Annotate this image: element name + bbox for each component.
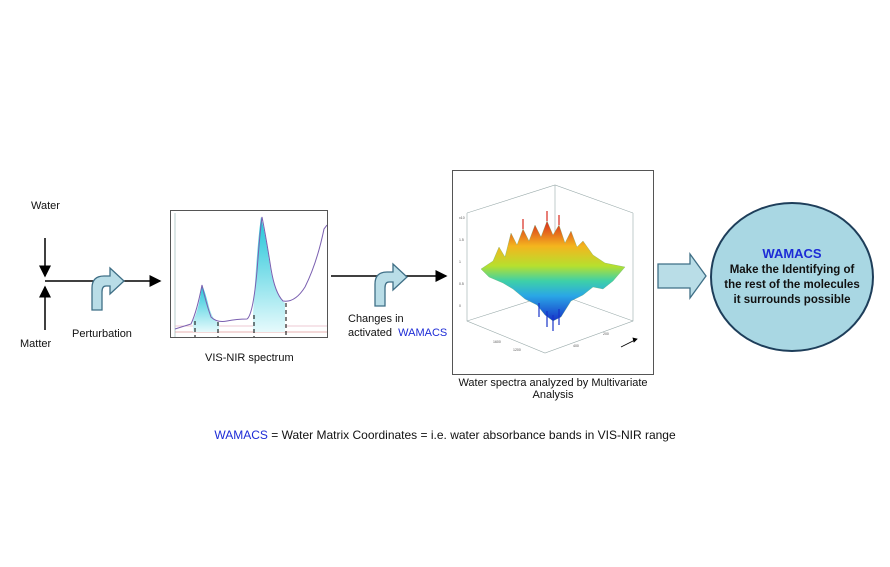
surface-mesh bbox=[480, 220, 626, 322]
svg-text:x10: x10 bbox=[459, 216, 465, 220]
svg-text:1600: 1600 bbox=[493, 340, 501, 344]
changes-label: Changes in activated WAMACS bbox=[348, 312, 447, 340]
svg-text:200: 200 bbox=[603, 332, 609, 336]
svg-text:400: 400 bbox=[573, 344, 579, 348]
matter-label: Matter bbox=[20, 338, 52, 350]
svg-text:1200: 1200 bbox=[513, 348, 521, 352]
curved-arrow-icon bbox=[374, 262, 408, 307]
spectrum-plot bbox=[170, 210, 328, 338]
result-title: WAMACS bbox=[762, 246, 822, 261]
multivariate-plot: x10 1.5 1 0.5 0 1600 1200 400 200 bbox=[452, 170, 654, 375]
svg-text:0: 0 bbox=[459, 304, 461, 308]
changes-line-1: Changes in bbox=[348, 313, 404, 325]
svg-text:1.5: 1.5 bbox=[459, 238, 464, 242]
surface-graph: x10 1.5 1 0.5 0 1600 1200 400 200 bbox=[459, 184, 638, 354]
svg-text:1: 1 bbox=[459, 260, 461, 264]
block-arrow-icon bbox=[657, 252, 707, 300]
spectrum-caption: VIS-NIR spectrum bbox=[205, 352, 294, 364]
changes-line-2: activated WAMACS bbox=[348, 326, 447, 340]
water-label: Water bbox=[31, 200, 60, 212]
multivariate-caption-line-1: Water spectra analyzed by Multivariate bbox=[458, 377, 648, 389]
spectrum-line bbox=[174, 216, 327, 330]
perturbation-label: Perturbation bbox=[72, 328, 132, 340]
spectrum-peak-1 bbox=[193, 285, 219, 332]
result-text: Make the Identifying of the rest of the … bbox=[724, 264, 860, 306]
spectrum-graph bbox=[174, 213, 327, 337]
definition-caption: WAMACS = Water Matrix Coordinates = i.e.… bbox=[0, 428, 890, 442]
changes-activated: activated bbox=[348, 327, 393, 339]
wamacs-result-ellipse: WAMACS Make the Identifying of the rest … bbox=[710, 202, 874, 352]
svg-text:0.5: 0.5 bbox=[459, 282, 464, 286]
spectrum-peak-2 bbox=[253, 217, 285, 332]
caption-definition: = Water Matrix Coordinates = i.e. water … bbox=[267, 428, 676, 442]
multivariate-caption: Water spectra analyzed by Multivariate A… bbox=[452, 377, 654, 401]
changes-acronym: WAMACS bbox=[398, 327, 448, 339]
multivariate-caption-line-2: Analysis bbox=[532, 389, 574, 401]
caption-acronym: WAMACS bbox=[214, 428, 268, 442]
curved-arrow-icon bbox=[91, 266, 125, 311]
